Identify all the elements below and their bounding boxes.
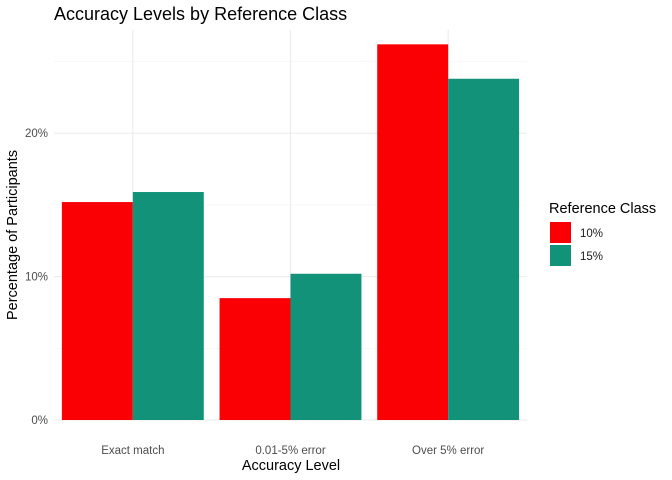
- x-tick-label: Exact match: [101, 445, 164, 457]
- bar: [61, 202, 133, 420]
- bar: [448, 78, 520, 420]
- bar: [377, 44, 449, 421]
- y-axis-ticks: 0% 10% 20%: [25, 128, 48, 427]
- bar: [219, 298, 291, 420]
- legend-key: [550, 222, 571, 243]
- legend-label: 10%: [580, 228, 603, 240]
- bars: [61, 44, 520, 421]
- chart-title: Accuracy Levels by Reference Class: [54, 4, 347, 24]
- legend-label: 15%: [580, 251, 603, 263]
- legend-key: [550, 245, 571, 266]
- legend-title: Reference Class: [549, 201, 656, 217]
- x-axis-title: Accuracy Level: [242, 458, 340, 474]
- bar: [290, 273, 362, 420]
- y-tick-label: 10%: [25, 272, 48, 284]
- bar: [132, 192, 204, 420]
- legend: Reference Class 10% 15%: [549, 201, 656, 266]
- y-tick-label: 20%: [25, 128, 48, 140]
- y-axis-title: Percentage of Participants: [5, 150, 21, 320]
- x-tick-label: Over 5% error: [412, 445, 484, 457]
- x-axis-ticks: Exact match 0.01-5% error Over 5% error: [101, 445, 484, 457]
- y-tick-label: 0%: [31, 415, 48, 427]
- x-tick-label: 0.01-5% error: [255, 445, 325, 457]
